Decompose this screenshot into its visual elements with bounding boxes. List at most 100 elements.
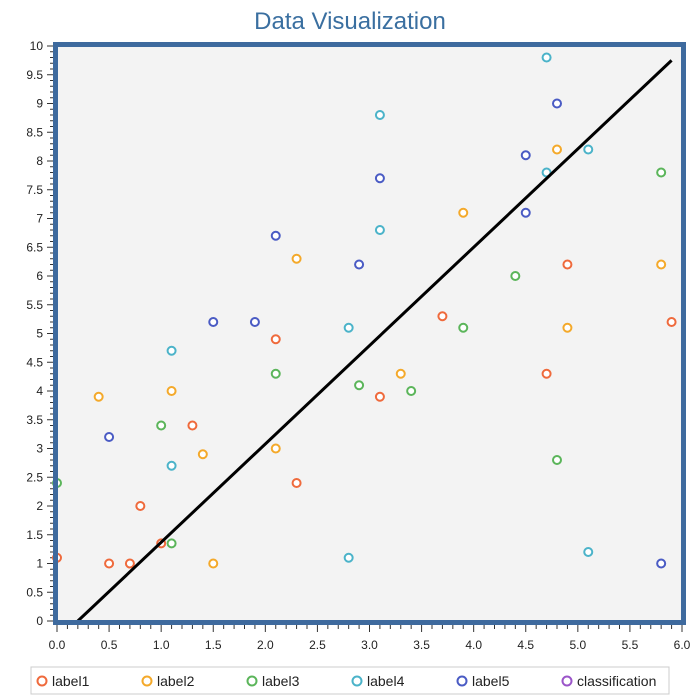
y-tick-label: 6.5	[26, 240, 43, 254]
axis-ticks: 0 0.5 1 1.5 2 2.5 3 3.5 4 4.5 5 5.5 6 6.5 7 7.5 8 8.5 9 9.5…	[26, 39, 690, 652]
data-point-label5	[208, 317, 219, 327]
y-tick-label: 0.5	[26, 585, 43, 599]
data-point-label5	[354, 259, 365, 270]
legend: label1 label2 label3 label4 label5 classifica…	[30, 666, 670, 695]
legend-box	[30, 666, 670, 695]
data-point-label2	[197, 449, 208, 460]
data-point-label2	[552, 144, 562, 155]
data-point-label1	[135, 501, 146, 511]
y-tick-label: 5.5	[26, 298, 43, 312]
data-point-label1	[104, 558, 115, 569]
data-point-label1	[374, 391, 385, 402]
y-tick-label: 4	[36, 384, 43, 398]
y-tick-label: 1.5	[26, 528, 43, 542]
data-point-label4	[374, 110, 385, 120]
x-tick-label: 5.5	[622, 638, 639, 652]
data-point-label2	[166, 386, 177, 396]
data-point-label3	[354, 380, 365, 391]
data-point-label2	[562, 322, 573, 333]
y-tick-label: 7	[36, 212, 43, 226]
y-tick-label: 6	[36, 269, 43, 283]
legend-label-label1: label1	[52, 673, 90, 689]
chart-title: Data Visualization	[254, 8, 446, 35]
trend-line	[76, 59, 673, 623]
legend-label-label5: label5	[472, 673, 510, 689]
data-point-label4	[343, 552, 354, 563]
data-point-label3	[156, 420, 167, 431]
data-point-label2	[291, 253, 302, 264]
x-tick-label: 2.0	[257, 638, 274, 652]
x-tick-label: 1.0	[153, 638, 170, 652]
y-tick-label: 4.5	[26, 355, 43, 369]
y-tick-label: 8.5	[26, 125, 43, 139]
plot-frame	[53, 42, 686, 625]
data-point-label4	[166, 345, 177, 356]
data-point-label1	[437, 311, 448, 322]
data-point-label1	[541, 368, 552, 379]
data-point-label4	[583, 547, 594, 557]
legend-label-label3: label3	[262, 673, 300, 689]
data-point-label3	[166, 538, 177, 549]
legend-label-label4: label4	[367, 673, 405, 689]
x-tick-label: 6.0	[674, 638, 691, 652]
data-point-label1	[562, 259, 573, 270]
data-point-label3	[458, 322, 469, 333]
data-point-label3	[656, 167, 667, 178]
data-point-label4	[166, 460, 177, 471]
data-point-label5	[520, 150, 531, 161]
data-point-label5	[656, 558, 667, 569]
data-point-label5	[104, 432, 115, 442]
data-point-label1	[187, 420, 198, 431]
y-tick-label: 3	[36, 442, 43, 456]
data-point-label3	[270, 368, 281, 379]
data-point-label2	[458, 207, 469, 218]
data-point-label1	[666, 317, 677, 327]
data-point-label4	[374, 225, 385, 235]
legend-label-classification: classification	[577, 673, 656, 689]
y-tick-label: 10	[30, 39, 44, 53]
x-tick-label: 0.0	[49, 638, 66, 652]
y-tick-label: 0	[36, 614, 43, 628]
data-point-label1	[291, 478, 302, 488]
data-point-label2	[395, 368, 406, 379]
y-tick-label: 7.5	[26, 183, 43, 197]
data-point-label4	[541, 52, 552, 63]
x-tick-label: 5.0	[569, 638, 586, 652]
y-tick-label: 1	[36, 557, 43, 571]
x-tick-label: 2.5	[309, 638, 326, 652]
data-point-label1	[124, 558, 135, 569]
y-tick-label: 5	[36, 327, 43, 341]
data-point-label5	[270, 230, 281, 241]
data-point-label5	[552, 98, 562, 109]
y-tick-label: 9.5	[26, 68, 43, 82]
legend-marker-label4	[351, 675, 363, 687]
data-point-label4	[343, 322, 354, 333]
data-point-label2	[208, 558, 219, 569]
data-point-label3	[406, 386, 417, 396]
x-tick-label: 3.0	[361, 638, 378, 652]
legend-marker-label3	[246, 675, 258, 687]
x-tick-label: 0.5	[101, 638, 118, 652]
legend-label-label2: label2	[157, 673, 195, 689]
data-point-label4	[583, 144, 594, 155]
y-tick-label: 8	[36, 154, 43, 168]
y-tick-label: 9	[36, 97, 43, 111]
y-tick-label: 3.5	[26, 413, 43, 427]
x-tick-label: 1.5	[205, 638, 222, 652]
legend-marker-classification	[561, 675, 573, 687]
data-point-label2	[93, 391, 104, 402]
legend-marker-label5	[456, 675, 468, 687]
data-point-label5	[374, 173, 385, 184]
legend-marker-label1	[36, 675, 48, 687]
y-tick-label: 2	[36, 499, 43, 513]
data-point-label1	[270, 334, 281, 345]
data-point-label2	[270, 443, 281, 454]
x-tick-label: 3.5	[413, 638, 430, 652]
data-point-label3	[552, 455, 562, 465]
plot-background	[57, 46, 682, 621]
data-point-label5	[249, 317, 260, 327]
data-point-label2	[656, 259, 667, 270]
data-point-label5	[520, 207, 531, 218]
x-tick-label: 4.0	[465, 638, 482, 652]
